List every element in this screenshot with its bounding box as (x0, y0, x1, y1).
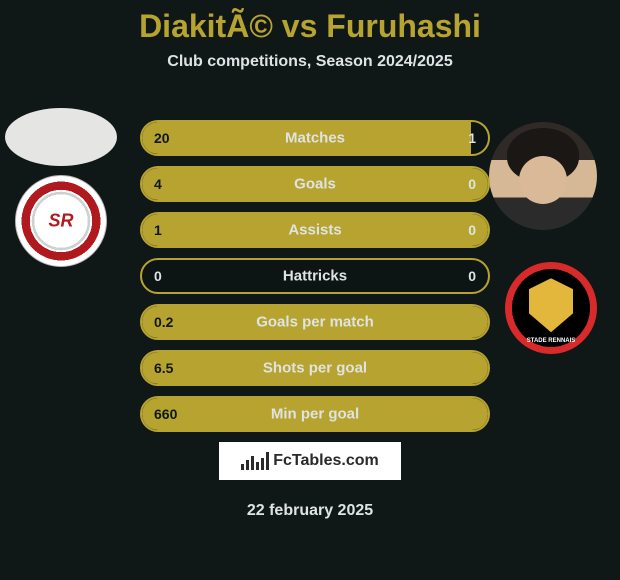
stat-row: 6.5 Shots per goal (140, 350, 490, 386)
brand-bar (241, 464, 244, 470)
brand-bars-icon (241, 452, 269, 470)
stat-left-value: 0 (154, 268, 162, 284)
stat-left-value: 4 (154, 176, 162, 192)
stat-label: Goals per match (256, 314, 374, 331)
stat-row: 0 Hattricks 0 (140, 258, 490, 294)
stat-label: Hattricks (283, 268, 347, 285)
stat-label: Goals (294, 176, 336, 193)
brand-box[interactable]: FcTables.com (219, 442, 401, 480)
stat-right-value: 1 (468, 130, 476, 146)
club-badge-rennes (505, 262, 597, 354)
stat-row: 20 Matches 1 (140, 120, 490, 156)
stat-right-value: 0 (468, 268, 476, 284)
club-badge-reims (15, 175, 107, 267)
brand-text: FcTables.com (273, 452, 379, 470)
stat-left-value: 1 (154, 222, 162, 238)
brand-bar (246, 460, 249, 470)
stat-row: 1 Assists 0 (140, 212, 490, 248)
player-avatar-right (489, 122, 597, 230)
player-avatar-left (5, 108, 117, 166)
stat-left-value: 660 (154, 406, 177, 422)
brand-bar (251, 456, 254, 470)
stat-right-value: 0 (468, 176, 476, 192)
brand-bar (266, 452, 269, 470)
stat-left-value: 6.5 (154, 360, 173, 376)
brand-bar (261, 458, 264, 470)
stat-row: 0.2 Goals per match (140, 304, 490, 340)
stat-row: 4 Goals 0 (140, 166, 490, 202)
date-line: 22 february 2025 (247, 502, 373, 520)
stat-row: 660 Min per goal (140, 396, 490, 432)
stat-label: Shots per goal (263, 360, 367, 377)
subtitle: Club competitions, Season 2024/2025 (0, 53, 620, 71)
brand-bar (256, 462, 259, 470)
stat-label: Min per goal (271, 406, 359, 423)
stats-area: 20 Matches 1 4 Goals 0 1 Assists 0 0 Hattricks 0 0.2… (140, 120, 490, 442)
stat-label: Matches (285, 130, 345, 147)
page-title: DiakitÃ© vs Furuhashi (0, 0, 620, 45)
stat-label: Assists (288, 222, 341, 239)
stat-right-value: 0 (468, 222, 476, 238)
stat-left-value: 0.2 (154, 314, 173, 330)
stat-left-value: 20 (154, 130, 170, 146)
